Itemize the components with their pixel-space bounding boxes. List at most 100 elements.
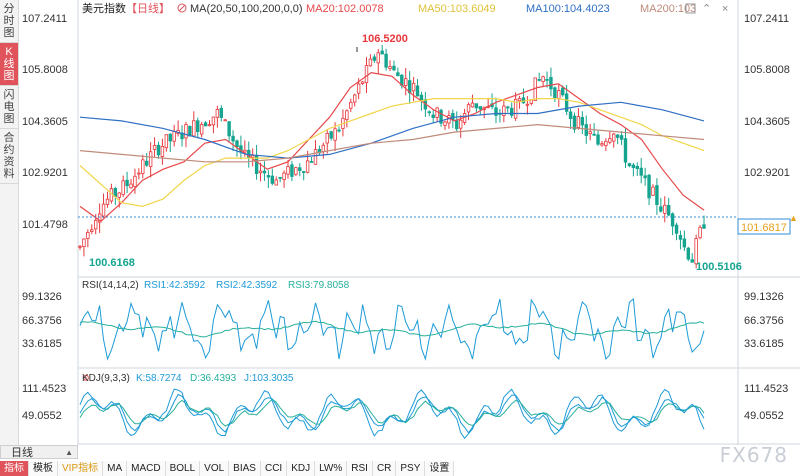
candle-body	[286, 166, 290, 175]
y-tick-left: 111.4523	[22, 383, 66, 395]
tab-timeshare[interactable]: 分时图	[0, 0, 18, 43]
candle-body	[211, 116, 216, 126]
candle-body	[580, 116, 585, 126]
candle-body	[639, 167, 643, 176]
y-tick-left: 104.3605	[22, 116, 68, 128]
candle-body	[305, 160, 310, 173]
candle-body	[78, 245, 82, 248]
close-icon[interactable]: ×	[722, 3, 728, 15]
indicator-tab[interactable]: CCI	[260, 461, 288, 476]
candle-body	[188, 125, 192, 137]
candle-body	[196, 120, 200, 132]
candle-body	[356, 83, 361, 94]
candle-body	[592, 133, 596, 136]
indicator-tab[interactable]: MA	[103, 461, 128, 476]
rsi-label: RSI(14,14,2)	[82, 280, 139, 291]
candle-body	[604, 140, 608, 147]
j-line	[79, 388, 705, 440]
candle-body	[313, 149, 318, 165]
j-value: J:103.3035	[244, 373, 294, 384]
y-tick-right: 102.9201	[744, 167, 790, 179]
indicator-tab[interactable]: 指标	[0, 461, 29, 476]
indicator-tab[interactable]: VIP指标	[58, 461, 104, 476]
indicator-tab[interactable]: MACD	[127, 461, 166, 476]
candle-body	[651, 186, 655, 196]
y-tick-left: 49.0552	[22, 410, 62, 422]
candle-body	[474, 103, 479, 109]
candle-body	[290, 164, 294, 177]
tab-contract-info[interactable]: 合约资料	[0, 129, 18, 184]
candle-body	[678, 235, 683, 240]
candle-body	[247, 149, 251, 158]
indicator-tab[interactable]: KDJ	[287, 461, 316, 476]
candle-body	[415, 85, 420, 97]
candle-body	[243, 149, 247, 153]
candle-body	[105, 198, 110, 205]
candle-body	[364, 65, 369, 84]
candle-body	[184, 124, 188, 139]
arrow-up-icon: ▲	[789, 213, 798, 223]
candle-body	[148, 151, 153, 167]
y-tick-left: 33.6185	[22, 338, 62, 350]
y-tick-left: 102.9201	[22, 167, 68, 179]
candle-body	[274, 179, 278, 186]
fullscreen-icon[interactable]	[685, 3, 696, 14]
indicator-tab[interactable]: 设置	[425, 461, 455, 476]
kline-chart[interactable]: 美元指数 【日线】 MA(20,50,100,200,0,0) MA20:102…	[0, 0, 800, 445]
indicator-tab[interactable]: BIAS	[229, 461, 261, 476]
ma-line-ma20	[79, 71, 705, 223]
period-select[interactable]: 日线 ▲	[0, 445, 78, 459]
indicator-tab[interactable]: PSY	[396, 461, 426, 476]
candle-body	[207, 124, 212, 127]
candle-body	[411, 82, 416, 92]
candle-body	[396, 72, 400, 77]
indicator-tab[interactable]: LW%	[315, 461, 348, 476]
candle-body	[608, 138, 612, 143]
candle-body	[101, 203, 106, 217]
candle-body	[325, 133, 329, 144]
candle-body	[419, 94, 424, 101]
indicator-tab[interactable]: CR	[372, 461, 397, 476]
candle-body	[384, 53, 388, 68]
candle-body	[266, 175, 271, 178]
candle-body	[192, 120, 196, 137]
settings-icon[interactable]: ⚙	[82, 373, 90, 383]
candle-body	[353, 94, 357, 103]
y-tick-right: 104.3605	[744, 116, 790, 128]
candle-body	[647, 174, 651, 199]
candle-body	[215, 109, 220, 118]
settings-icon[interactable]	[177, 3, 187, 13]
ma50-value: MA50:103.6049	[418, 3, 496, 15]
candle-body	[502, 105, 506, 116]
y-tick-right: 99.1326	[744, 291, 784, 303]
candle-body	[557, 90, 561, 99]
candle-body	[86, 232, 90, 239]
rsi1-line	[79, 298, 705, 361]
candle-body	[561, 87, 565, 96]
candle-body	[301, 171, 306, 173]
indicator-tab[interactable]: RSI	[347, 461, 373, 476]
candle-body	[388, 66, 392, 70]
candle-body	[262, 170, 267, 174]
candle-body	[168, 133, 172, 142]
candle-body	[380, 50, 384, 55]
last-price-label: 101.6817	[741, 222, 787, 234]
candle-body	[368, 58, 373, 67]
candle-body	[219, 107, 223, 118]
tab-flash[interactable]: 闪电图	[0, 86, 18, 129]
candle-body	[682, 238, 687, 248]
chevron-up-icon[interactable]: ⌃	[702, 3, 711, 15]
indicator-tab[interactable]: 模板	[29, 461, 58, 476]
candle-body	[549, 76, 553, 90]
kdj-label: KDJ(9,3,3)	[82, 373, 130, 384]
candle-body	[152, 145, 157, 150]
candle-body	[455, 119, 459, 130]
indicator-tab[interactable]: BOLL	[165, 461, 201, 476]
candle-body	[623, 138, 628, 163]
candle-body	[458, 119, 463, 129]
indicator-tab[interactable]: VOL	[200, 461, 230, 476]
y-tick-left: 105.8008	[22, 64, 68, 76]
candle-body	[294, 167, 298, 175]
tab-kline[interactable]: K线图	[0, 43, 18, 86]
candle-body	[635, 165, 639, 169]
